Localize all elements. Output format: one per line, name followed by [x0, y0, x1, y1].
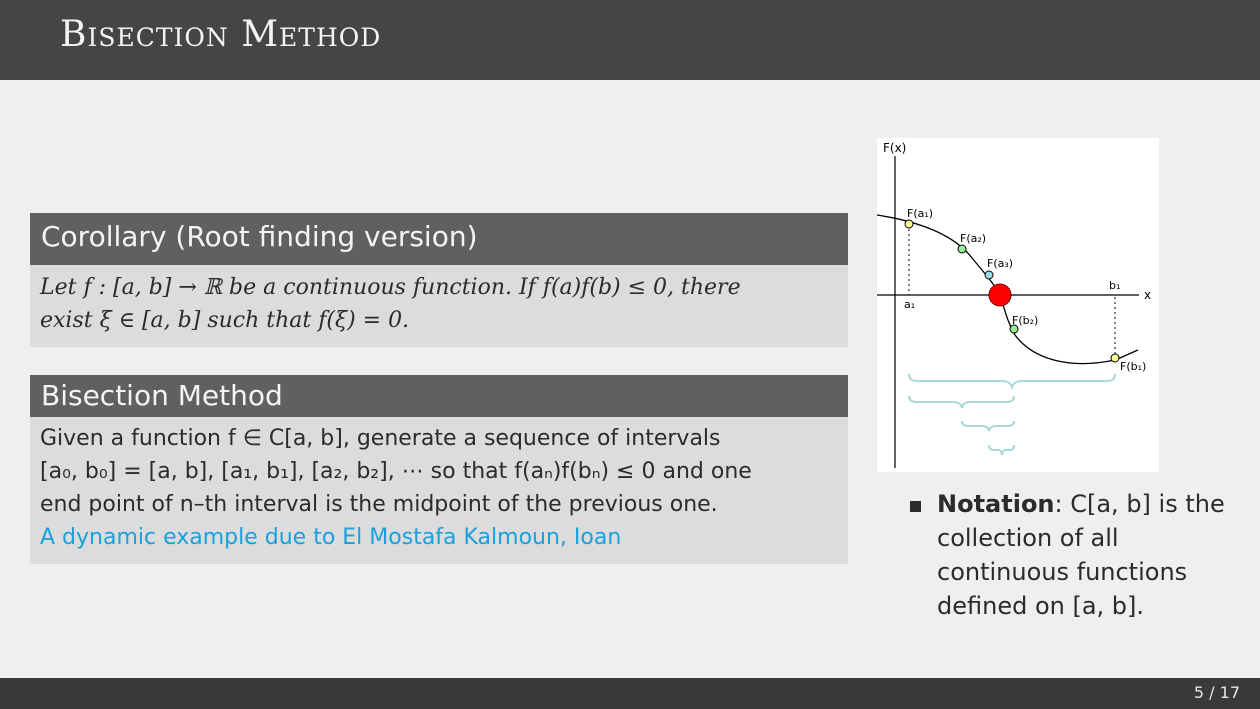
interval-brace-1 [908, 373, 1116, 391]
root-point [988, 283, 1012, 307]
interval-brace-3 [961, 420, 1015, 432]
point-fa2 [957, 244, 967, 254]
interval-brace-2 [908, 395, 1015, 409]
corollary-body: Let f : [a, b] → ℝ be a continuous funct… [30, 265, 848, 347]
y-axis-label: F(x) [883, 141, 906, 155]
slide-title: Bisection Method [60, 14, 382, 55]
notation-text-2: collection of all [937, 524, 1119, 552]
notation-item: Notation: C[a, b] is the collection of a… [910, 487, 1250, 623]
x-axis-label: x [1144, 288, 1151, 302]
corollary-heading: Corollary (Root finding version) [30, 213, 848, 265]
label-fb1: F(b₁) [1120, 360, 1146, 373]
notation-text-4: defined on [a, b]. [937, 592, 1145, 620]
interval-brace-4 [988, 444, 1015, 456]
point-fb2 [1009, 324, 1019, 334]
label-fa3: F(a₃) [987, 257, 1013, 270]
point-fa1 [904, 219, 914, 229]
bisection-line-3: end point of n–th interval is the midpoi… [40, 492, 718, 517]
slide-header: Bisection Method [0, 0, 1260, 80]
dynamic-example-link[interactable]: A dynamic example due to El Mostafa Kalm… [40, 525, 622, 550]
corollary-line-2: exist ξ ∈ [a, b] such that f(ξ) = 0. [40, 308, 410, 333]
bisection-figure: F(x) x F(a₁) F(a₂) F(a₃) F(b₂) F(b₁) a₁ … [877, 138, 1159, 472]
bullet-square-icon [910, 501, 921, 512]
label-fa2: F(a₂) [960, 232, 986, 245]
notation-text: Notation: C[a, b] is the collection of a… [937, 487, 1250, 623]
label-fb2: F(b₂) [1012, 314, 1038, 327]
label-b1: b₁ [1109, 279, 1120, 292]
bisection-body: Given a function f ∈ C[a, b], generate a… [30, 417, 848, 564]
bisection-line-1: Given a function f ∈ C[a, b], generate a… [40, 426, 721, 451]
notation-text-3: continuous functions [937, 558, 1188, 586]
slide-footer: 5 / 17 [0, 678, 1260, 709]
label-fa1: F(a₁) [907, 207, 933, 220]
corollary-block: Corollary (Root finding version) Let f :… [30, 213, 848, 347]
point-fb1 [1110, 353, 1120, 363]
bisection-diagram: F(x) x F(a₁) F(a₂) F(a₃) F(b₂) F(b₁) a₁ … [877, 141, 1151, 468]
page-number: 5 / 17 [1193, 683, 1240, 702]
bisection-heading: Bisection Method [30, 375, 848, 417]
bisection-block: Bisection Method Given a function f ∈ C[… [30, 375, 848, 564]
bisection-line-2: [a₀, b₀] = [a, b], [a₁, b₁], [a₂, b₂], ⋯… [40, 459, 752, 484]
label-a1: a₁ [904, 298, 915, 311]
notation-bold: Notation [937, 490, 1055, 518]
point-fa3 [984, 270, 994, 280]
corollary-line-1: Let f : [a, b] → ℝ be a continuous funct… [40, 275, 741, 300]
notation-text-1: : C[a, b] is the [1054, 490, 1225, 518]
